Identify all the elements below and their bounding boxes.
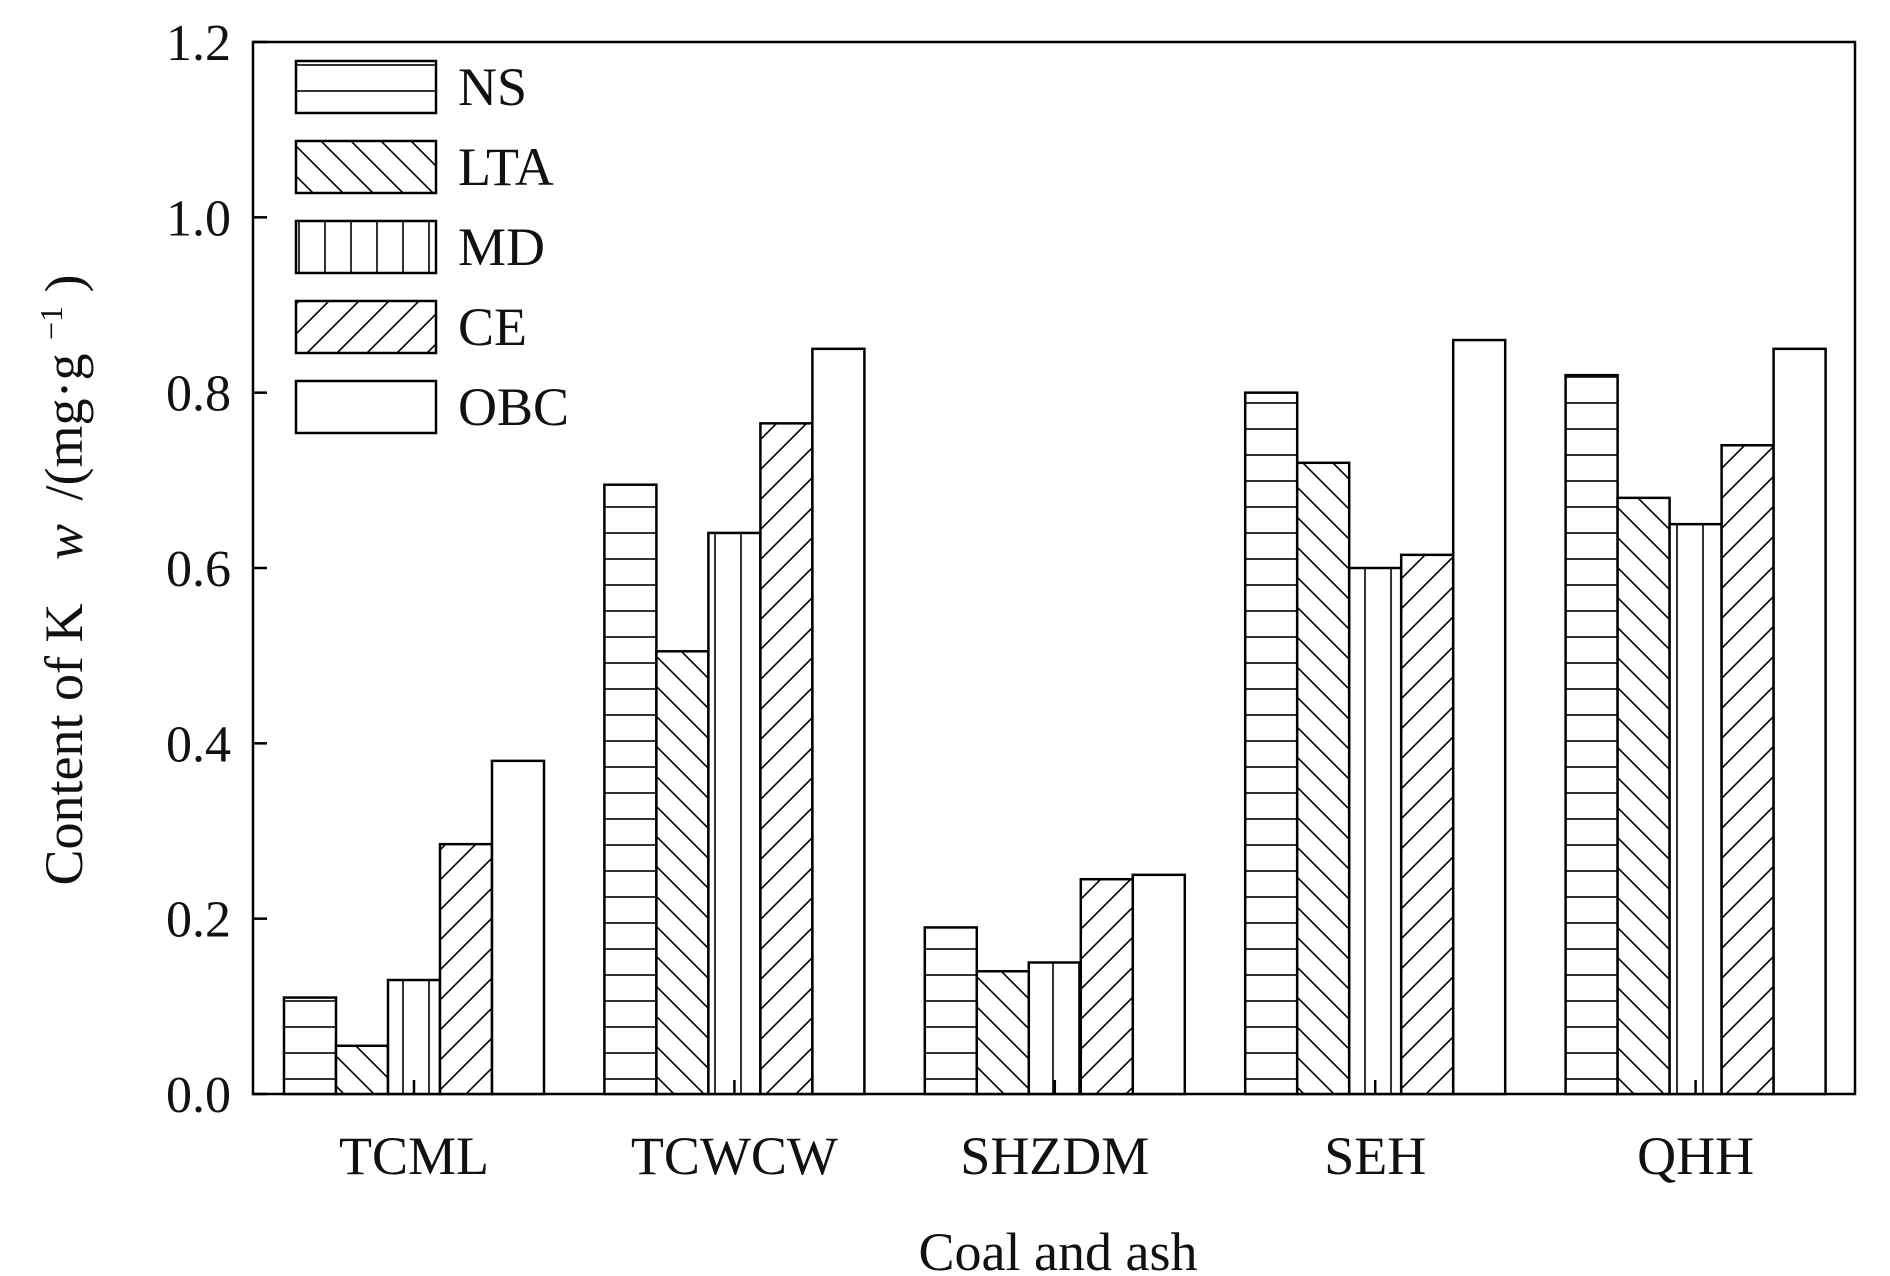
bar-lta-qhh xyxy=(1616,496,1671,1096)
bar-md-shzdm xyxy=(1027,961,1083,1096)
legend: NS LTA MD CE OBC xyxy=(294,57,569,437)
x-axis-title: Coal and ash xyxy=(919,1222,1198,1276)
bar-obc-tcwcw xyxy=(811,347,866,1096)
bar-ns-tcml xyxy=(282,996,338,1096)
legend-label-lta: LTA xyxy=(458,137,554,197)
y-axis-title-variable: w xyxy=(34,524,94,560)
bar-ns-shzdm xyxy=(923,926,979,1096)
bar-ce-shzdm xyxy=(1079,877,1135,1096)
y-tick-label: 0.2 xyxy=(166,892,231,949)
legend-swatch-ns xyxy=(294,59,438,115)
bar-obc-qhh xyxy=(1772,347,1827,1096)
bar-md-tcml xyxy=(386,978,442,1096)
legend-swatch-obc xyxy=(294,379,438,435)
bar-ns-seh xyxy=(1243,391,1299,1096)
legend-label-md: MD xyxy=(458,217,545,277)
x-tick-label: TCML xyxy=(339,1126,489,1186)
bar-lta-shzdm xyxy=(975,970,1031,1096)
x-tick-label: TCWCW xyxy=(631,1126,838,1186)
bar-obc-tcml xyxy=(490,759,546,1096)
y-axis-title-unit-close: ) xyxy=(34,274,94,292)
bar-lta-seh xyxy=(1295,461,1351,1096)
legend-label-obc: OBC xyxy=(458,377,569,437)
bar-ce-tcwcw xyxy=(759,422,814,1096)
x-tick-label: SEH xyxy=(1324,1126,1426,1186)
y-axis: 0.0 0.2 0.4 0.6 0.8 1.0 1.2 xyxy=(166,15,267,1124)
y-axis-title-unit-exponent: −1 xyxy=(33,306,69,340)
x-axis: TCML TCWCW SHZDM SEH QHH xyxy=(339,1080,1754,1186)
y-axis-title-unit: /(mg·g xyxy=(34,354,94,501)
bar-md-tcwcw xyxy=(707,531,762,1096)
svg-text:Content of K w /(m: Content of K w /(mg·g −1 ) xyxy=(14,274,94,885)
bar-ce-qhh xyxy=(1720,444,1775,1096)
legend-label-ce: CE xyxy=(458,297,527,357)
bar-ns-qhh xyxy=(1564,373,1619,1096)
y-tick-label: 0.4 xyxy=(166,716,231,773)
bar-ce-tcml xyxy=(438,842,494,1096)
bars-group xyxy=(282,338,1827,1096)
y-tick-label: 0.0 xyxy=(166,1067,231,1124)
bar-obc-shzdm xyxy=(1131,873,1187,1096)
bar-obc-seh xyxy=(1451,338,1507,1096)
legend-swatch-md xyxy=(294,219,438,275)
y-tick-label: 0.6 xyxy=(166,541,231,598)
y-tick-label: 1.0 xyxy=(166,190,231,247)
bar-ce-seh xyxy=(1399,553,1455,1096)
y-tick-label: 0.8 xyxy=(166,366,231,423)
bar-md-seh xyxy=(1347,566,1403,1096)
x-tick-label: SHZDM xyxy=(960,1126,1149,1186)
bar-md-qhh xyxy=(1668,522,1723,1096)
legend-swatch-lta xyxy=(294,139,438,195)
y-axis-title-prefix: Content of K xyxy=(34,604,94,886)
legend-swatch-ce xyxy=(294,299,438,355)
bar-lta-tcwcw xyxy=(655,650,710,1096)
x-tick-label: QHH xyxy=(1637,1126,1754,1186)
y-tick-label: 1.2 xyxy=(166,15,231,72)
y-axis-title: Content of K w /(mg·g −1 ) xyxy=(14,274,94,885)
bar-ns-tcwcw xyxy=(603,483,658,1096)
legend-label-ns: NS xyxy=(458,57,527,117)
bar-lta-tcml xyxy=(334,1044,390,1096)
